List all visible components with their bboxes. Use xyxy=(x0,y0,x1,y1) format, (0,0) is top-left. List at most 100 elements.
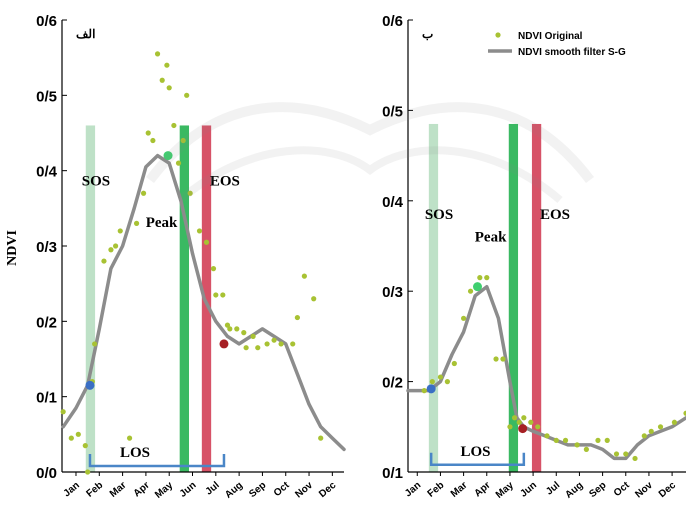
sos-band xyxy=(428,123,439,473)
ndvi-original-point xyxy=(507,424,513,430)
sos-point xyxy=(85,380,95,390)
x-tick-label: Aug xyxy=(223,480,245,501)
ndvi-original-point xyxy=(437,374,444,380)
ndvi-original-point xyxy=(500,356,506,362)
ndvi-original-point xyxy=(290,341,296,347)
los-label: LOS xyxy=(120,445,150,461)
ndvi-original-point xyxy=(528,419,534,425)
ndvi-original-point xyxy=(243,345,249,351)
ndvi-original-point xyxy=(85,469,91,475)
ndvi-original-point xyxy=(175,160,182,166)
los-bracket xyxy=(429,452,526,467)
ndvi-original-point xyxy=(516,419,522,425)
ndvi-original-point xyxy=(264,341,270,347)
ndvi-original-point xyxy=(511,415,518,421)
legend-original-label: NDVI Original xyxy=(518,31,583,42)
los-label: LOS xyxy=(460,444,490,460)
sos-label: SOS xyxy=(425,207,453,223)
ndvi-original-point xyxy=(623,451,629,457)
sos-label: SOS xyxy=(82,174,110,190)
ndvi-original-point xyxy=(187,190,193,196)
ndvi-original-point xyxy=(210,266,217,272)
ndvi-original-point xyxy=(82,443,88,449)
x-tick-label: Jun xyxy=(518,480,539,500)
ndvi-original-point xyxy=(75,431,81,437)
ndvi-original-point xyxy=(203,239,210,245)
legend-smooth-label: NDVI smooth filter S-G xyxy=(518,47,626,58)
panel-b: 0/1 0/2 0/3 0/4 0/5 0/6 Jan Feb Mar Apr May Jun Jul A… xyxy=(382,13,686,501)
ndvi-original-point xyxy=(657,424,664,430)
ndvi-original-point xyxy=(234,326,240,332)
ndvi-original-point xyxy=(171,122,177,129)
eos-point xyxy=(518,424,528,434)
ndvi-original-point xyxy=(444,379,450,385)
y-tick-label: 0/4 xyxy=(36,164,58,181)
x-tick-label: Jan xyxy=(62,480,82,500)
x-tick-label: Sep xyxy=(587,480,608,500)
peak-band xyxy=(179,125,190,472)
ndvi-original-point xyxy=(553,437,559,443)
x-tick-label: May xyxy=(153,480,175,501)
sos-band xyxy=(85,125,96,472)
x-tick-label: May xyxy=(494,480,516,501)
smooth-series-line xyxy=(406,284,686,461)
ndvi-original-point xyxy=(461,315,467,321)
ndvi-original-point xyxy=(595,437,601,443)
ndvi-original-point xyxy=(126,435,133,441)
x-tick-label: Dec xyxy=(317,480,338,501)
ndvi-original-point xyxy=(108,247,114,253)
x-tick-label: Nov xyxy=(293,480,315,501)
y-tick-label: 0/2 xyxy=(382,375,403,392)
ndvi-original-point xyxy=(241,330,247,336)
x-tick-label: Oct xyxy=(272,479,292,499)
ndvi-original-point xyxy=(150,137,156,144)
y-tick-label: 0/6 xyxy=(36,13,57,30)
y-tick-label: 0/4 xyxy=(382,194,404,211)
y-tick-label: 0/5 xyxy=(382,103,403,120)
ndvi-original-point xyxy=(544,433,550,439)
ndvi-original-point xyxy=(184,92,190,98)
y-axis-label: NDVI xyxy=(5,230,20,266)
ndvi-original-point xyxy=(101,258,107,264)
eos-band xyxy=(531,123,542,473)
los-bracket xyxy=(88,453,226,468)
x-tick-label: Feb xyxy=(85,480,106,500)
panel-label: ب xyxy=(422,27,433,41)
x-tick-label: Mar xyxy=(449,480,470,500)
x-tick-label: Aug xyxy=(563,480,585,501)
smooth-series-line xyxy=(61,153,346,452)
ndvi-original-point xyxy=(451,360,457,367)
ndvi-original-point xyxy=(574,442,580,448)
x-tick-label: Oct xyxy=(612,479,632,499)
y-tick-label: 0/3 xyxy=(36,239,57,256)
ndvi-original-point xyxy=(467,288,474,294)
y-tick-label: 0/3 xyxy=(382,284,403,301)
ndvi-original-point xyxy=(159,77,165,83)
x-tick-label: Mar xyxy=(108,480,129,500)
peak-label: Peak xyxy=(475,229,507,245)
y-tick-label: 0/5 xyxy=(36,88,57,105)
ndvi-original-point xyxy=(271,337,277,343)
eos-label: EOS xyxy=(540,207,570,223)
y-tick-label: 0/0 xyxy=(36,465,57,482)
ndvi-original-point xyxy=(641,433,647,439)
eos-band xyxy=(201,125,212,472)
eos-point xyxy=(219,339,229,349)
ndvi-original-point xyxy=(484,275,490,281)
ndvi-original-point xyxy=(613,451,620,457)
ndvi-original-point xyxy=(227,326,233,332)
ndvi-original-point xyxy=(648,428,654,434)
ndvi-original-point xyxy=(604,437,610,443)
y-tick-label: 0/6 xyxy=(382,13,403,30)
ndvi-original-point xyxy=(140,190,147,196)
sos-point xyxy=(426,384,436,394)
x-tick-label: Jul xyxy=(204,480,222,498)
ndvi-original-point xyxy=(145,130,151,136)
x-tick-label: Jun xyxy=(178,480,199,500)
ndvi-original-point xyxy=(220,292,226,298)
legend: NDVI Original NDVI smooth filter S-G xyxy=(488,31,626,58)
ndvi-original-point xyxy=(318,435,324,441)
x-tick-label: Sep xyxy=(247,480,268,500)
